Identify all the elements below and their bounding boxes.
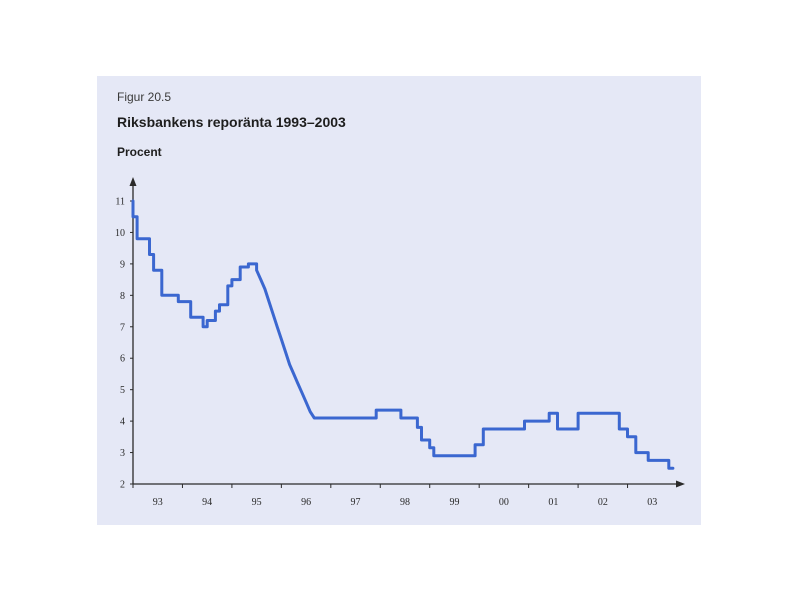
x-ticks: 93 94 95 96 97 98 99 00 01 02 03	[132, 484, 657, 508]
y-tick-label: 7	[120, 322, 125, 333]
x-tick-label: 93	[153, 497, 163, 508]
x-tick-label: 03	[647, 497, 657, 508]
y-tick-label: 9	[120, 259, 125, 270]
figure-card: Figur 20.5 Riksbankens reporänta 1993–20…	[97, 76, 701, 525]
series-group	[131, 199, 675, 470]
y-tick-label: 4	[120, 417, 125, 428]
y-tick-label: 8	[120, 291, 125, 302]
series-line-reporanta	[131, 199, 675, 470]
x-tick-label: 01	[548, 497, 558, 508]
y-tick-label: 11	[115, 197, 125, 208]
line-chart: 2 3 4 5 6 7 8 9 10 11 93 94 95 96 97 98 99 00 01 02 03	[115, 177, 685, 508]
x-tick-label: 00	[499, 497, 509, 508]
x-tick-label: 95	[252, 497, 262, 508]
figure-label: Figur 20.5	[117, 90, 172, 104]
y-tick-label: 6	[120, 354, 125, 365]
y-ticks: 2 3 4 5 6 7 8 9 10 11	[115, 197, 133, 491]
y-axis-arrow	[129, 177, 137, 186]
x-tick-label: 94	[202, 497, 212, 508]
y-tick-label: 10	[115, 228, 125, 239]
y-axis-unit-label: Procent	[117, 145, 162, 159]
x-tick-label: 99	[449, 497, 459, 508]
axes	[129, 177, 685, 488]
x-tick-label: 02	[598, 497, 608, 508]
y-tick-label: 5	[120, 385, 125, 396]
y-tick-label: 2	[120, 480, 125, 491]
x-axis-arrow	[676, 480, 685, 488]
x-tick-label: 98	[400, 497, 410, 508]
x-tick-label: 96	[301, 497, 311, 508]
x-tick-label: 97	[351, 497, 361, 508]
chart-title: Riksbankens reporänta 1993–2003	[117, 114, 346, 130]
y-tick-label: 3	[120, 448, 125, 459]
